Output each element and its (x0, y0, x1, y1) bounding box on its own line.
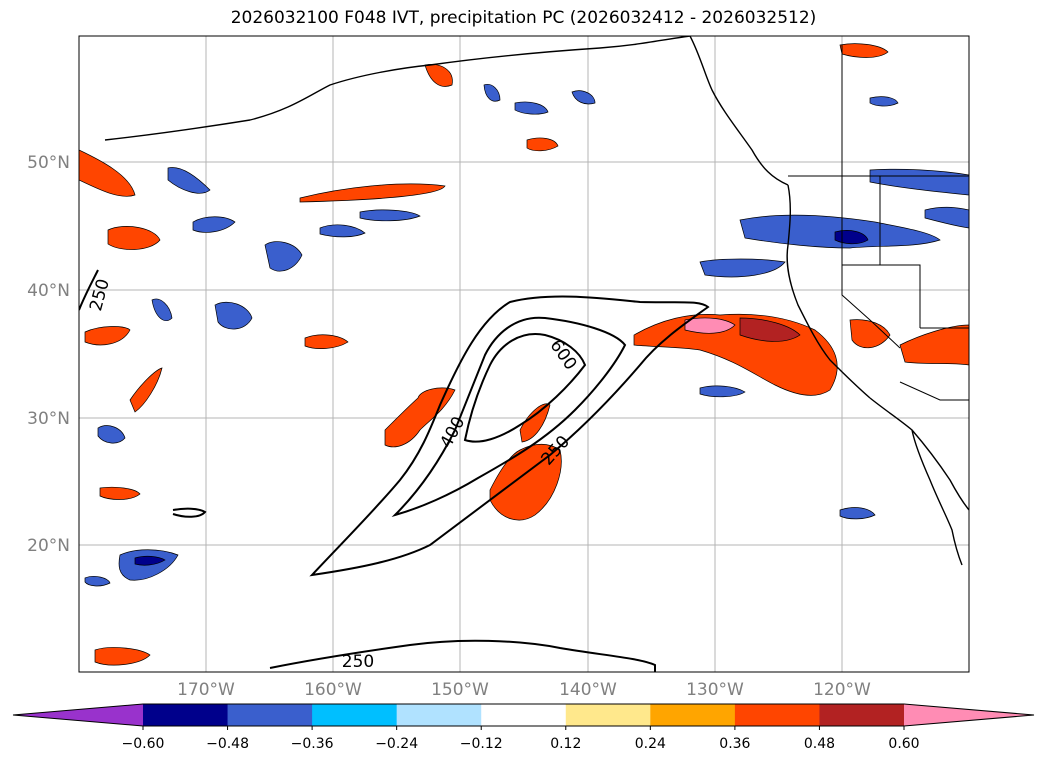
colorbar-segment (143, 704, 229, 726)
lon-label-160w: 160°W (304, 680, 362, 700)
lon-label-140w: 140°W (559, 680, 617, 700)
colorbar-segment (650, 704, 736, 726)
colorbar-segment (565, 704, 651, 726)
colorbar-segment (312, 704, 398, 726)
map-title: 2026032100 F048 IVT, precipitation PC (2… (230, 8, 817, 28)
colorbar-tick-label: 0.36 (719, 736, 750, 752)
map-frame (78, 35, 970, 673)
colorbar-tick-label: 0.12 (550, 736, 581, 752)
colorbar-tick-label: 0.48 (804, 736, 835, 752)
colorbar-segment (819, 704, 905, 726)
coastlines (104, 36, 969, 566)
map-area (79, 36, 969, 672)
colorbar-extend-high (904, 704, 1034, 726)
colorbar-tick-label: −0.24 (375, 736, 418, 752)
colorbar-segment (227, 704, 313, 726)
latitude-labels: 50°N 40°N 30°N 20°N (27, 153, 70, 556)
longitude-labels: 170°W 160°W 150°W 140°W 130°W 120°W (177, 680, 871, 700)
lat-label-40n: 40°N (27, 281, 70, 301)
lon-label-120w: 120°W (813, 680, 871, 700)
lon-label-170w: 170°W (177, 680, 235, 700)
colorbar-tick-label: −0.60 (122, 736, 165, 752)
lat-label-30n: 30°N (27, 409, 70, 429)
colorbar-tick-label: −0.48 (206, 736, 249, 752)
colorbar-segment (396, 704, 482, 726)
lat-label-50n: 50°N (27, 153, 70, 173)
contour-label-250-south: 250 (342, 652, 374, 672)
colorbar: −0.60 −0.48 −0.36 −0.24 −0.12 0.12 0.24 0.36 0.4… (12, 703, 1035, 752)
lat-label-20n: 20°N (27, 536, 70, 556)
colorbar-tick-label: 0.24 (635, 736, 666, 752)
lon-label-130w: 130°W (686, 680, 744, 700)
colorbar-tick-label: −0.36 (291, 736, 334, 752)
colorbar-segment (481, 704, 567, 726)
precip-positive-areas (79, 43, 969, 666)
political-borders (788, 45, 969, 401)
colorbar-tick-label: 0.60 (888, 736, 919, 752)
colorbar-extend-low (13, 704, 143, 726)
ivt-contours (79, 269, 710, 672)
lon-label-150w: 150°W (431, 680, 489, 700)
colorbar-segment (734, 704, 820, 726)
colorbar-tick-label: −0.12 (460, 736, 503, 752)
